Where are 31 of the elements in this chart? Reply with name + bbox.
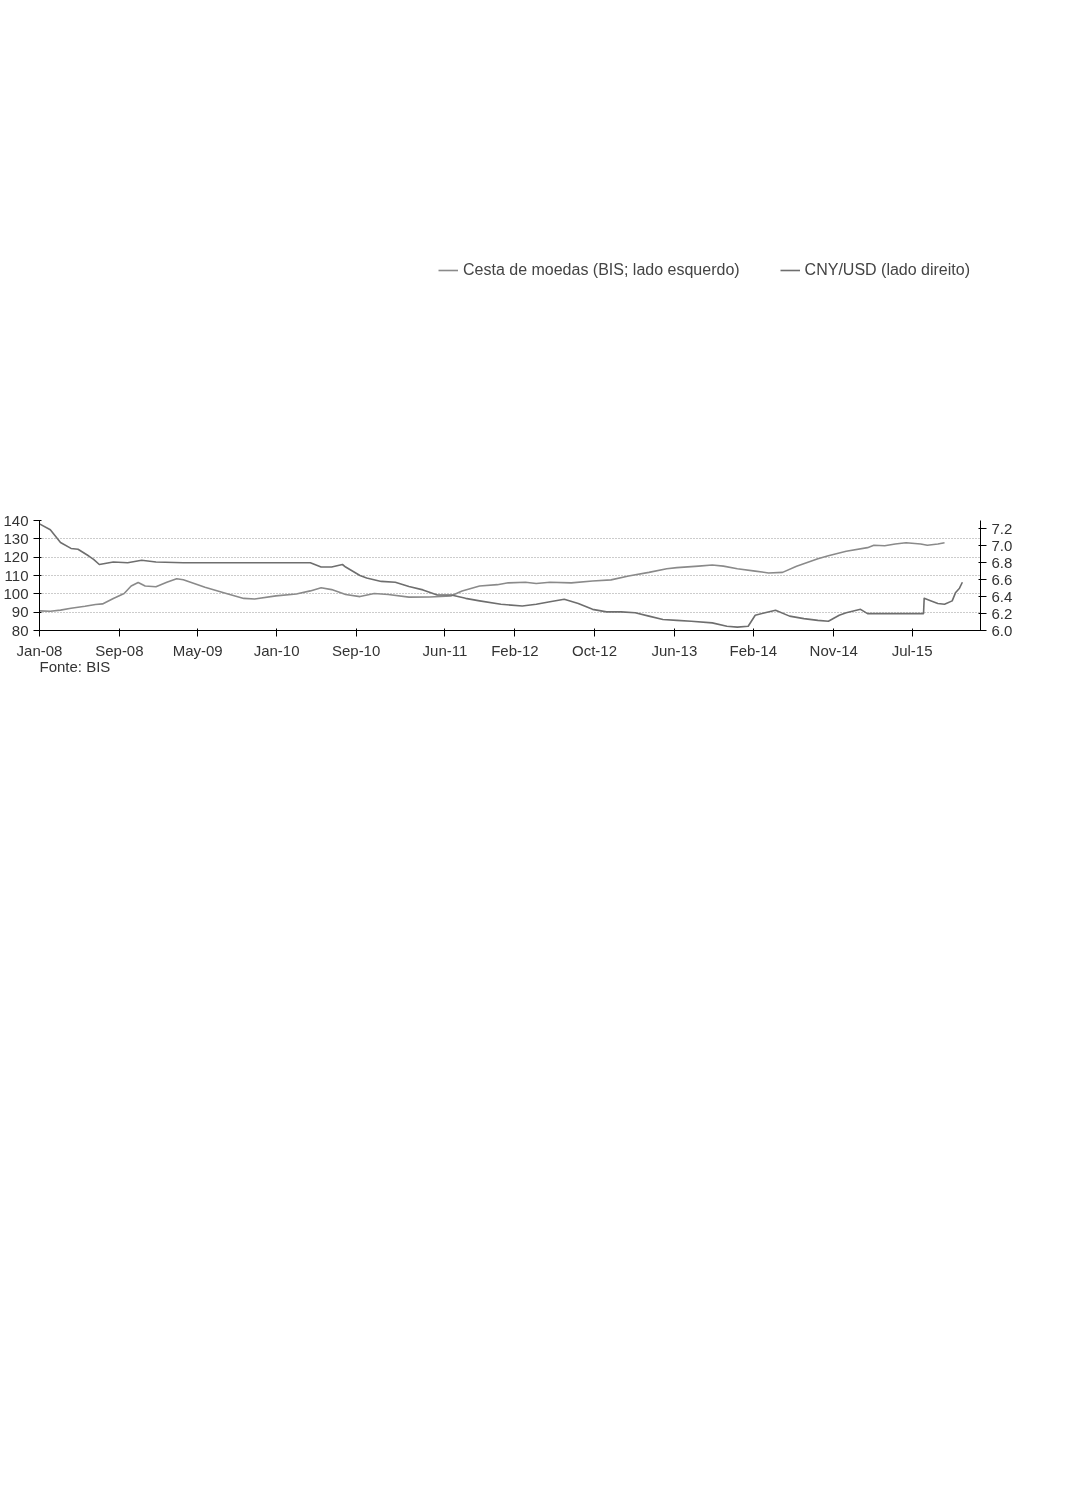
legend-label: Cesta de moedas (BIS; lado esquerdo) [463,261,740,279]
y2-tick-label: 7.0 [991,536,1013,554]
x-tick-label: Jun-13 [651,641,698,659]
y-tick-label: 100 [3,584,29,602]
x-tick-label: Feb-12 [491,641,539,659]
y-tick-label: 120 [3,548,29,566]
x-tick-label: Jul-15 [891,641,933,659]
source-note: Fonte: BIS [39,657,111,675]
y-tick-label: 90 [11,603,29,621]
x-tick-label: Nov-14 [809,641,858,659]
y2-tick-label: 6.2 [991,604,1013,622]
x-tick-label: May-09 [172,641,223,659]
legend-label: CNY/USD (lado direito) [804,261,970,279]
y-tick-label: 110 [4,566,29,584]
y2-tick-label: 6.6 [991,570,1013,588]
x-tick-label: Jun-11 [422,641,468,659]
x-tick-label: Jan-10 [253,641,300,659]
y2-tick-label: 7.2 [991,519,1013,537]
x-tick-label: Sep-08 [95,641,144,659]
y2-tick-label: 6.4 [991,587,1013,605]
x-tick-label: Oct-12 [571,641,617,659]
y2-tick-label: 6.8 [991,553,1013,571]
y2-tick-label: 6.0 [991,621,1013,639]
x-tick-label: Feb-14 [729,641,778,659]
x-tick-label: Jan-08 [16,641,63,659]
line-series [39,541,946,613]
y-tick-label: 80 [11,621,29,639]
y-tick-label: 140 [3,511,29,529]
x-tick-label: Sep-10 [331,641,381,659]
line-series [39,523,964,628]
y-tick-label: 130 [3,529,29,547]
